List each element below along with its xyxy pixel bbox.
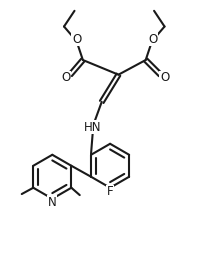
Text: O: O xyxy=(148,32,158,46)
Text: O: O xyxy=(62,71,71,84)
Text: HN: HN xyxy=(84,120,101,134)
Text: O: O xyxy=(72,32,81,46)
Text: F: F xyxy=(107,185,113,199)
Text: N: N xyxy=(48,196,57,209)
Text: O: O xyxy=(160,71,169,84)
